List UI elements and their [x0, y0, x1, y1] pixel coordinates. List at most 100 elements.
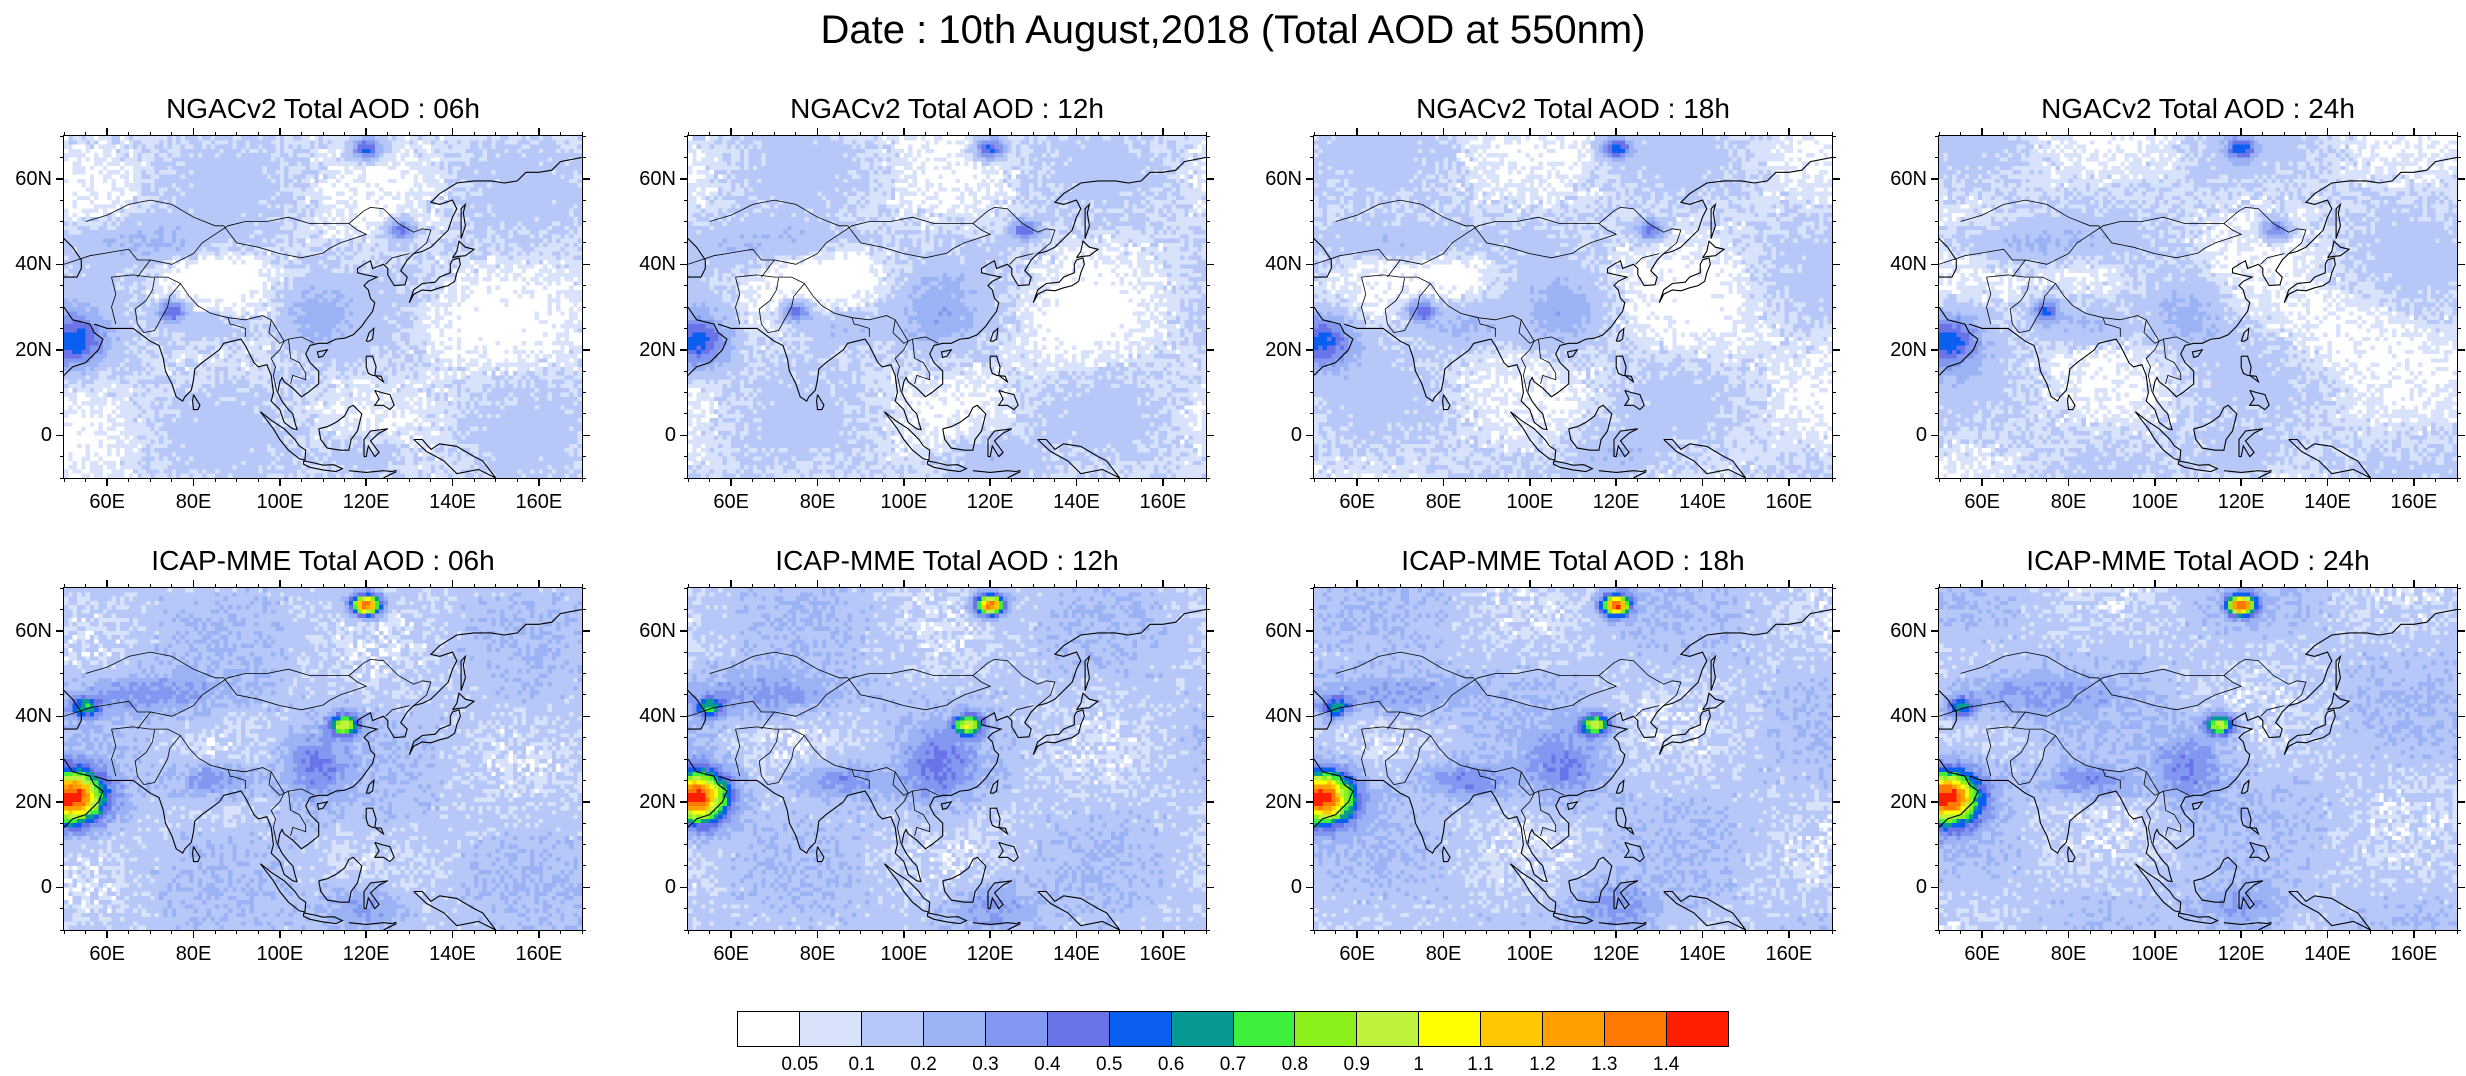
lat-tick-label: 0 — [1915, 424, 1927, 447]
lon-tick-label: 160E — [1139, 943, 1187, 965]
country-border — [761, 206, 1056, 278]
axis-tick — [684, 413, 688, 415]
axis-tick — [1935, 349, 1939, 351]
coastline — [942, 404, 987, 451]
axis-tick — [538, 930, 540, 938]
axis-tick — [1832, 135, 1836, 137]
axis-tick — [881, 478, 883, 482]
axis-tick — [2457, 349, 2465, 351]
axis-tick — [1594, 584, 1596, 588]
axis-tick — [538, 478, 540, 482]
axis-tick — [1935, 908, 1939, 910]
axis-tick — [684, 694, 688, 696]
axis-tick — [2197, 584, 2199, 588]
axis-tick — [684, 456, 688, 458]
axis-tick — [752, 584, 754, 588]
lat-tick-label: 60N — [15, 619, 52, 642]
axis-tick — [860, 132, 862, 136]
axis-tick — [1076, 930, 1077, 934]
colorbar-box — [799, 1012, 862, 1046]
coastline — [940, 800, 953, 811]
axis-tick — [1935, 822, 1939, 824]
axis-tick — [1183, 132, 1185, 136]
colorbar-box — [923, 1012, 986, 1046]
coastline — [989, 355, 1009, 384]
axis-tick — [516, 584, 518, 588]
axis-tick — [1054, 930, 1056, 934]
axis-tick — [1399, 132, 1401, 136]
axis-tick — [1310, 715, 1314, 717]
country-border — [1986, 274, 2190, 344]
country-border — [1635, 253, 1660, 265]
coastline — [94, 608, 582, 883]
country-border — [2260, 253, 2285, 265]
coastline — [927, 460, 968, 473]
axis-tick — [582, 737, 586, 739]
axis-tick — [1935, 694, 1939, 696]
country-border — [1335, 199, 1474, 227]
axis-tick — [60, 587, 64, 589]
axis-tick — [709, 584, 711, 588]
country-border — [111, 726, 315, 796]
axis-tick — [2457, 434, 2465, 436]
country-border — [85, 199, 224, 227]
coastline — [972, 921, 1021, 925]
coastline — [2283, 709, 2336, 755]
axis-tick — [1832, 673, 1836, 674]
axis-tick — [2457, 263, 2461, 265]
country-border — [2098, 675, 2243, 711]
axis-tick — [60, 844, 64, 845]
axis-tick — [2457, 199, 2461, 201]
colorbar-box — [1605, 1012, 1668, 1046]
axis-tick — [1054, 478, 1056, 482]
coastline — [318, 856, 363, 903]
axis-tick — [1162, 132, 1164, 136]
colorbar-label: 1.3 — [1591, 1054, 1618, 1075]
axis-tick — [279, 478, 281, 486]
axis-tick — [1938, 584, 1940, 588]
axis-tick — [581, 132, 583, 136]
axis-tick — [903, 584, 905, 588]
axis-tick — [2457, 758, 2461, 760]
country-border — [1361, 274, 1565, 344]
lon-tick-label: 100E — [880, 491, 928, 513]
axis-tick — [1832, 737, 1836, 739]
axis-tick — [2219, 930, 2221, 934]
axis-tick — [1076, 478, 1077, 482]
axis-tick — [1938, 478, 1940, 482]
country-border — [137, 206, 432, 278]
axis-tick — [2111, 930, 2113, 934]
axis-tick — [903, 930, 905, 934]
country-border — [2009, 277, 2056, 334]
coastline — [2134, 411, 2182, 461]
coastline — [413, 438, 497, 478]
axis-tick — [2413, 930, 2415, 934]
axis-tick — [60, 929, 64, 931]
axis-tick — [2457, 178, 2461, 180]
coastline — [1568, 856, 1613, 903]
coastlines — [688, 608, 1206, 930]
axis-tick — [582, 349, 586, 351]
axis-tick — [1935, 865, 1939, 867]
axis-tick — [1832, 178, 1840, 180]
axis-tick — [2219, 132, 2221, 136]
axis-tick — [684, 306, 688, 308]
coastline — [1939, 689, 1957, 730]
axis-tick — [1206, 608, 1210, 610]
coastline — [2283, 257, 2336, 303]
axis-tick — [684, 737, 688, 739]
coastline — [1442, 846, 1451, 863]
axis-tick — [60, 737, 64, 739]
axis-tick — [344, 478, 346, 482]
country-border — [1520, 771, 1535, 844]
coastline — [942, 856, 987, 903]
axis-tick — [1938, 132, 1940, 136]
axis-tick — [2457, 434, 2461, 436]
axis-tick — [1183, 478, 1185, 482]
axis-tick — [1310, 801, 1314, 803]
axis-tick — [1310, 392, 1314, 393]
coastline — [1553, 460, 1594, 473]
aod-map-icap-mme-24h — [1938, 587, 2458, 931]
axis-tick — [1507, 930, 1509, 934]
coastline — [2178, 912, 2219, 925]
